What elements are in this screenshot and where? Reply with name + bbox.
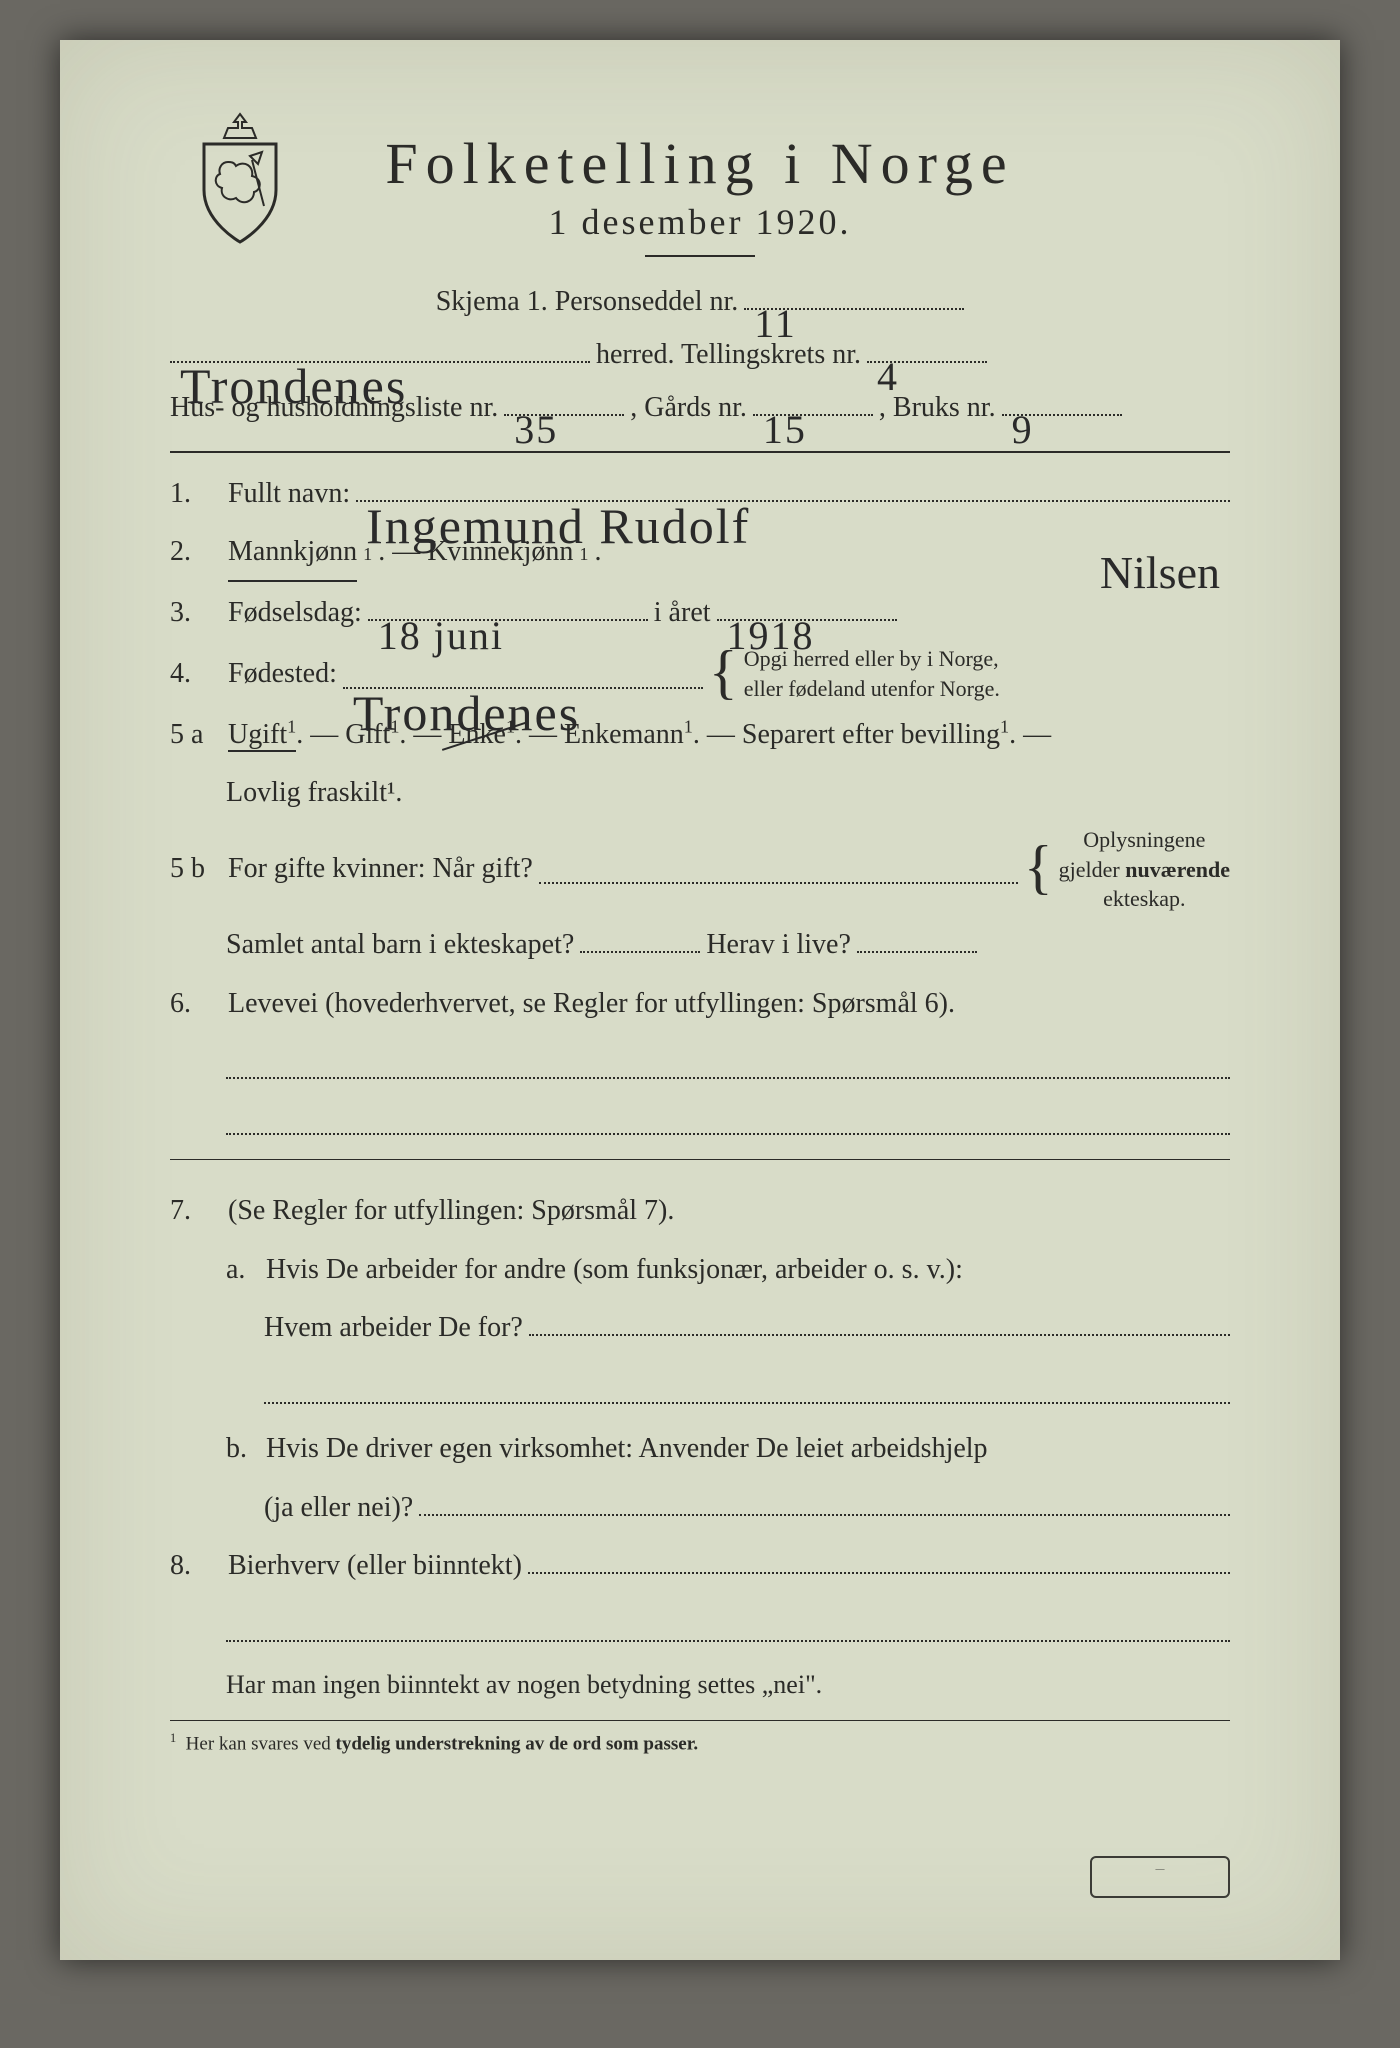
tail-note: Har man ingen biinntekt av nogen betydni… [170,1660,1230,1711]
form-title: Folketelling i Norge [170,130,1230,197]
hus-value: 35 [514,392,558,418]
personseddel-value: 11 [754,286,797,312]
personseddel-field: 11 [744,280,964,310]
q4-label: Fødested: [228,647,337,702]
printer-stamp: — [1090,1856,1230,1898]
skjema-label: Skjema 1. Personseddel nr. [436,275,739,328]
q7b-num: b. [226,1422,260,1477]
q5a-opts: Ugift1. — Gift1. — Enke1. — Enkemann1. —… [228,708,1051,763]
q4-field: Trondenes [343,659,703,689]
q5a-num: 5 a [170,708,222,763]
q8-field [528,1544,1230,1574]
divider [170,1159,1230,1160]
q7-num: 7. [170,1184,222,1239]
q4-note-l2: eller føde​land utenfor Norge. [744,676,1000,701]
q2-num: 2. [170,525,222,580]
q5b-gift-field [539,854,1018,884]
q5b-note: Oplysningene gjelder nuværende ekteskap. [1059,825,1230,914]
divider [170,1720,1230,1721]
bruks-field: 9 [1002,386,1122,416]
herred-value: Trondenes [180,339,407,365]
q7b-l1: Hvis De driver egen virksomhet: Anvender… [266,1422,988,1477]
q3-year-field: 1918 [717,591,897,621]
q8-field-2 [226,1604,1230,1642]
q4: 4. Fødested: Trondenes { Opgi herred ell… [170,644,1230,703]
q6-num: 6. [170,977,222,1032]
bruks-value: 9 [1012,392,1034,418]
q1-value: Ingemund Rudolf [366,478,750,504]
tellingskrets-field: 4 [867,333,987,363]
divider [645,255,755,257]
census-form-page: Folketelling i Norge 1 desember 1920. Sk… [60,40,1340,1960]
q5b: 5 b For gifte kvinner: Når gift? { Oplys… [170,825,1230,914]
q7: 7. (Se Regler for utfyllingen: Spørsmål … [170,1184,1230,1239]
q7a-l2: Hvem arbeider De for? [264,1301,523,1356]
q5b-line2: Samlet antal barn i ekteskapet? Herav i … [170,918,1230,973]
q2-mannkjonn: Mannkjønn [228,525,357,582]
q7b-l2-row: (ja eller nei)? [170,1481,1230,1536]
q7a-field [529,1306,1230,1336]
q5b-note-l3: ekteskap. [1103,886,1185,911]
q5b-live-field [857,923,977,953]
q8-label: Bierhverv (eller biinntekt) [228,1539,522,1594]
q3-mid: i året [654,586,711,641]
form-header: Folketelling i Norge 1 desember 1920. [170,130,1230,257]
q8: 8. Bierhverv (eller biinntekt) [170,1539,1230,1594]
skjema-line: Skjema 1. Personseddel nr. 11 [170,275,1230,328]
q5b-l2a: Samlet antal barn i ekteskapet? [226,918,574,973]
q1: 1. Fullt navn: Ingemund Rudolf [170,467,1230,522]
q1-num: 1. [170,467,222,522]
q5b-note-l1: Oplysningene [1083,827,1205,852]
q7a-l2-row: Hvem arbeider De for? [170,1301,1230,1356]
q5b-barn-field [580,923,700,953]
q7b: b. Hvis De driver egen virksomhet: Anven… [170,1422,1230,1477]
gards-label: , Gårds nr. [630,381,747,434]
q6: 6. Levevei (hovederhvervet, se Regler fo… [170,977,1230,1032]
gards-value: 15 [763,392,807,418]
q1-field: Ingemund Rudolf [356,472,1230,502]
q7a-num: a. [226,1243,260,1298]
q3-label: Fødselsdag: [228,586,362,641]
coat-of-arms-icon [190,110,290,250]
divider [170,451,1230,453]
q6-text: Levevei (hovederhvervet, se Regler for u… [228,977,955,1032]
herred-field: Trondenes [170,333,590,363]
q7a: a. Hvis De arbeider for andre (som funks… [170,1243,1230,1298]
q3-day-field: 18 juni [368,591,648,621]
q5b-l1a: For gifte kvinner: Når gift? [228,842,533,897]
q7b-field [419,1486,1230,1516]
herred-line: Trondenes herred. Tellingskrets nr. 4 [170,328,1230,381]
footnote: 1 Her kan svares ved tydelig understrekn… [170,1731,1230,1755]
q5b-note-l2: gjelder nuværende [1059,857,1230,882]
q3-year-value: 1918 [727,597,815,623]
q3-day-value: 18 juni [378,597,504,623]
q3-num: 3. [170,586,222,641]
hus-field: 35 [504,386,624,416]
q8-num: 8. [170,1539,222,1594]
q7-text: (Se Regler for utfyllingen: Spørsmål 7). [228,1184,674,1239]
q5b-num: 5 b [170,842,222,897]
q7a-field-2 [264,1366,1230,1404]
q4-value: Trondenes [353,665,580,691]
q5b-l2b: Herav i live? [706,918,851,973]
q6-field-2 [226,1097,1230,1135]
q3: 3. Fødselsdag: 18 juni i året 1918 [170,586,1230,641]
footnote-num: 1 [170,1731,176,1745]
herred-label: herred. Tellingskrets nr. [596,328,861,381]
stamp-text: — [1156,1864,1165,1874]
q7a-l1: Hvis De arbeider for andre (som funksjon… [266,1243,963,1298]
gards-field: 15 [753,386,873,416]
q7b-l2: (ja eller nei)? [264,1481,413,1536]
q4-num: 4. [170,647,222,702]
q5a-line2: Lovlig fraskilt¹. [170,766,1230,821]
q5a: 5 a Ugift1. — Gift1. — Enke1. — Enkemann… [170,708,1230,763]
q6-field-1 [226,1041,1230,1079]
q1-label: Fullt navn: [228,467,350,522]
form-date: 1 desember 1920. [170,201,1230,243]
tellingskrets-value: 4 [877,339,899,365]
